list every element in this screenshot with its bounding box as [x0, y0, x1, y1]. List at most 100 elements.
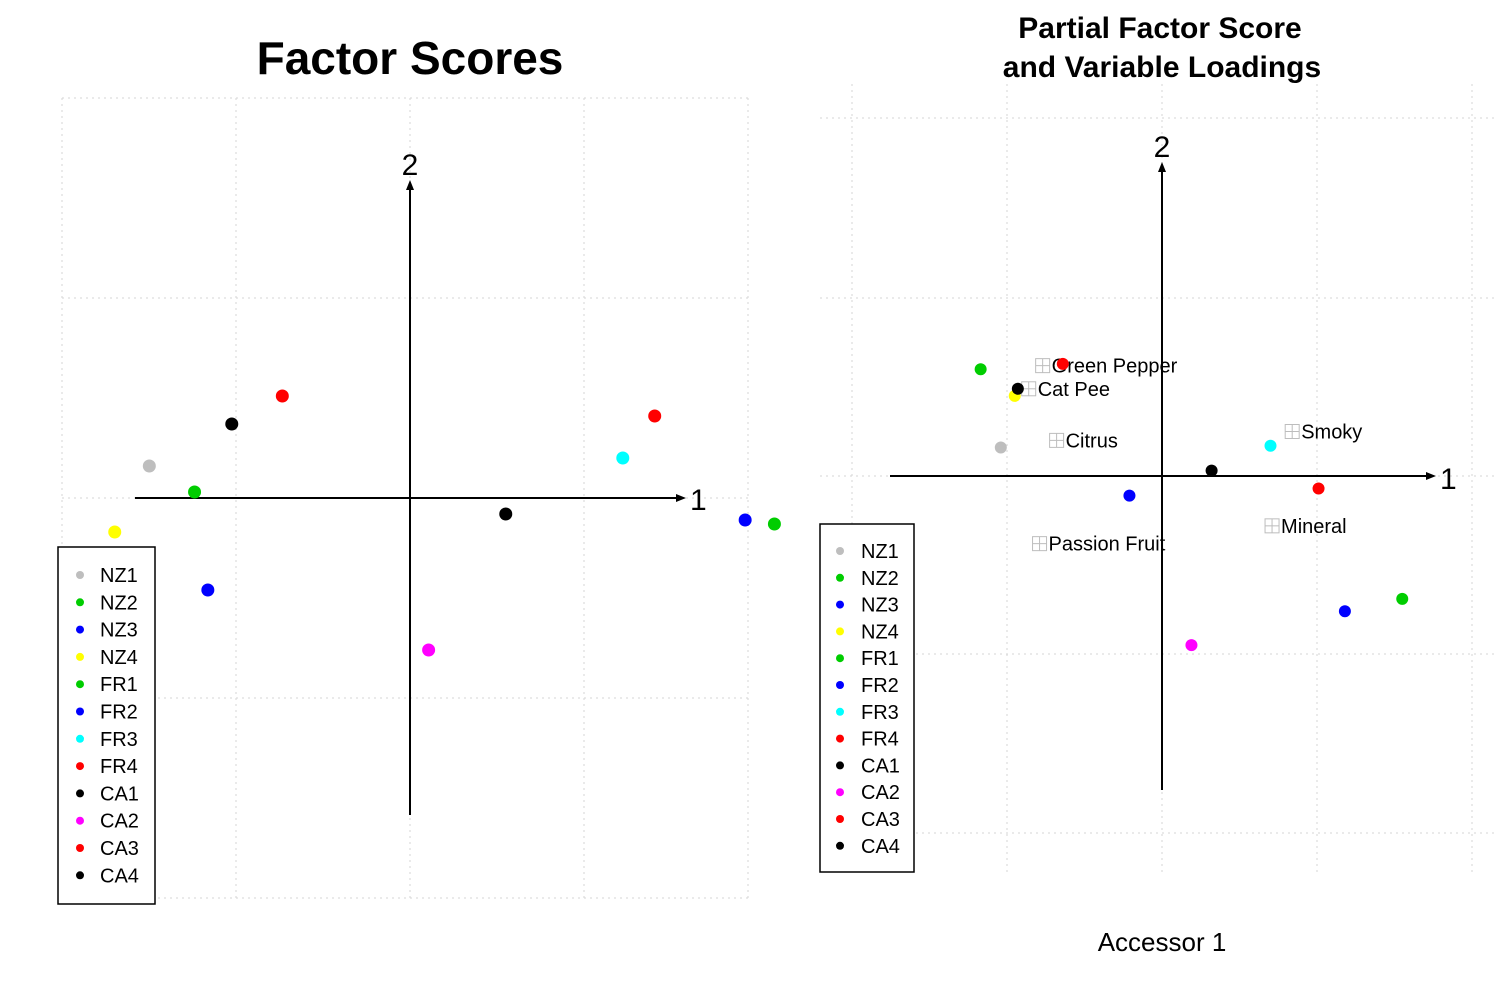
- point-fr4: [648, 409, 662, 423]
- variable-loading: Citrus: [1049, 430, 1118, 452]
- legend-swatch: [76, 762, 84, 771]
- legend-entry: NZ3: [836, 595, 899, 617]
- legend-entry: NZ2: [836, 568, 899, 590]
- legend-label: CA2: [861, 782, 900, 804]
- legend-label: CA1: [100, 783, 139, 805]
- point-nz2: [974, 363, 987, 376]
- legend-entries: NZ1 NZ2 NZ3 NZ4 FR1 FR2 FR3 FR4 CA1 CA2 CA3 CA4: [836, 541, 900, 858]
- accessor-caption: Accessor 1: [1098, 927, 1227, 957]
- partial-score-points: [974, 357, 1409, 652]
- legend-box: [57, 546, 156, 905]
- x-axis-label: 1: [1440, 463, 1457, 496]
- legend-entry: FR4: [836, 729, 899, 751]
- legend-swatch: [836, 573, 844, 582]
- legend-entry: NZ4: [76, 647, 138, 669]
- legend-label: NZ4: [100, 647, 138, 669]
- point-ca1: [1205, 464, 1218, 477]
- legend-label: FR1: [861, 648, 899, 670]
- legend-label: NZ4: [861, 621, 899, 643]
- legend-swatch: [836, 627, 844, 636]
- legend-swatch: [76, 816, 84, 825]
- point-nz1: [142, 459, 156, 473]
- legend-label: CA2: [100, 811, 139, 833]
- variable-label: Smoky: [1301, 422, 1362, 444]
- y-axis-arrowhead: [1158, 162, 1166, 172]
- point-ca4: [225, 417, 239, 431]
- legend-entry: CA4: [836, 836, 900, 858]
- legend-swatch: [76, 844, 84, 852]
- partial-factor-panel: Partial Factor Score and Variable Loadin…: [819, 12, 1495, 957]
- legend-entry: NZ1: [76, 565, 138, 587]
- variable-label: Cat Pee: [1038, 379, 1110, 401]
- legend-swatch: [836, 600, 844, 609]
- legend-entry: CA1: [836, 755, 900, 777]
- legend-label: FR2: [100, 702, 138, 724]
- point-nz3: [201, 583, 215, 597]
- point-ca3: [1056, 357, 1069, 370]
- legend-entry: NZ2: [76, 592, 138, 614]
- point-nz4: [108, 525, 122, 539]
- point-fr2: [738, 513, 752, 527]
- legend: NZ1 NZ2 NZ3 NZ4 FR1 FR2 FR3 FR4 CA1 CA2 CA3 CA4: [819, 523, 915, 873]
- legend-swatch: [836, 707, 844, 716]
- legend-entry: FR3: [76, 729, 138, 751]
- legend-entry: NZ3: [76, 620, 138, 642]
- legend-label: NZ3: [861, 595, 899, 617]
- legend-swatch: [76, 707, 84, 716]
- point-ca3: [275, 389, 289, 403]
- x-axis-arrowhead: [676, 494, 686, 502]
- variable-label: Green Pepper: [1052, 356, 1178, 378]
- legend-entry: FR3: [836, 702, 899, 724]
- y-axis-label: 2: [1154, 131, 1171, 164]
- legend-label: FR2: [861, 675, 899, 697]
- legend-entry: FR2: [76, 702, 138, 724]
- factor-score-points: [108, 389, 781, 657]
- legend-label: CA3: [100, 838, 139, 860]
- legend: NZ1 NZ2 NZ3 NZ4 FR1 FR2 FR3 FR4 CA1 CA2 CA3 CA4: [57, 546, 156, 905]
- legend-label: CA4: [100, 865, 139, 887]
- legend-swatch: [836, 681, 844, 689]
- legend-swatch: [76, 734, 84, 743]
- legend-label: FR4: [100, 756, 138, 778]
- legend-entry: CA1: [76, 783, 139, 805]
- x-axis-arrowhead: [1426, 472, 1436, 480]
- legend-swatch: [836, 654, 844, 663]
- legend-swatch: [836, 815, 844, 823]
- legend-label: CA3: [861, 809, 900, 831]
- variable-label: Mineral: [1281, 516, 1347, 538]
- point-fr1: [767, 517, 781, 531]
- legend-entry: CA4: [76, 865, 139, 887]
- legend-swatch: [836, 734, 844, 743]
- legend-swatch: [76, 598, 84, 607]
- legend-label: NZ2: [100, 592, 138, 614]
- point-fr2: [1338, 605, 1351, 618]
- partial-factor-title-line-1: Partial Factor Score: [1018, 12, 1301, 45]
- legend-label: FR3: [100, 729, 138, 751]
- point-fr3: [1264, 439, 1277, 452]
- point-fr4: [1312, 482, 1325, 495]
- legend-swatch: [76, 625, 84, 634]
- legend-label: NZ2: [861, 568, 899, 590]
- factor-scores-title: Factor Scores: [257, 32, 564, 84]
- legend-swatch: [76, 652, 84, 661]
- point-nz1: [994, 441, 1007, 454]
- legend-entry: CA2: [76, 811, 139, 833]
- point-ca4: [1011, 382, 1024, 395]
- legend-entry: CA2: [836, 782, 900, 804]
- legend-entry: FR1: [836, 648, 899, 670]
- point-fr1: [1396, 592, 1409, 605]
- legend-label: FR4: [861, 729, 899, 751]
- legend-entry: FR4: [76, 756, 138, 778]
- variable-label: Passion Fruit: [1049, 534, 1166, 556]
- legend-label: FR1: [100, 674, 138, 696]
- legend-box: [819, 523, 915, 873]
- point-ca1: [499, 507, 513, 521]
- variable-loading: Passion Fruit: [1032, 534, 1166, 556]
- legend-swatch: [836, 761, 844, 770]
- legend-swatch: [836, 841, 844, 850]
- legend-label: FR3: [861, 702, 899, 724]
- y-axis-arrowhead: [406, 180, 414, 190]
- legend-swatch: [76, 871, 84, 880]
- factor-scores-panel: Factor Scores 1 2 NZ1 NZ2 NZ3 NZ4 FR1 FR2 FR3 F…: [57, 32, 781, 905]
